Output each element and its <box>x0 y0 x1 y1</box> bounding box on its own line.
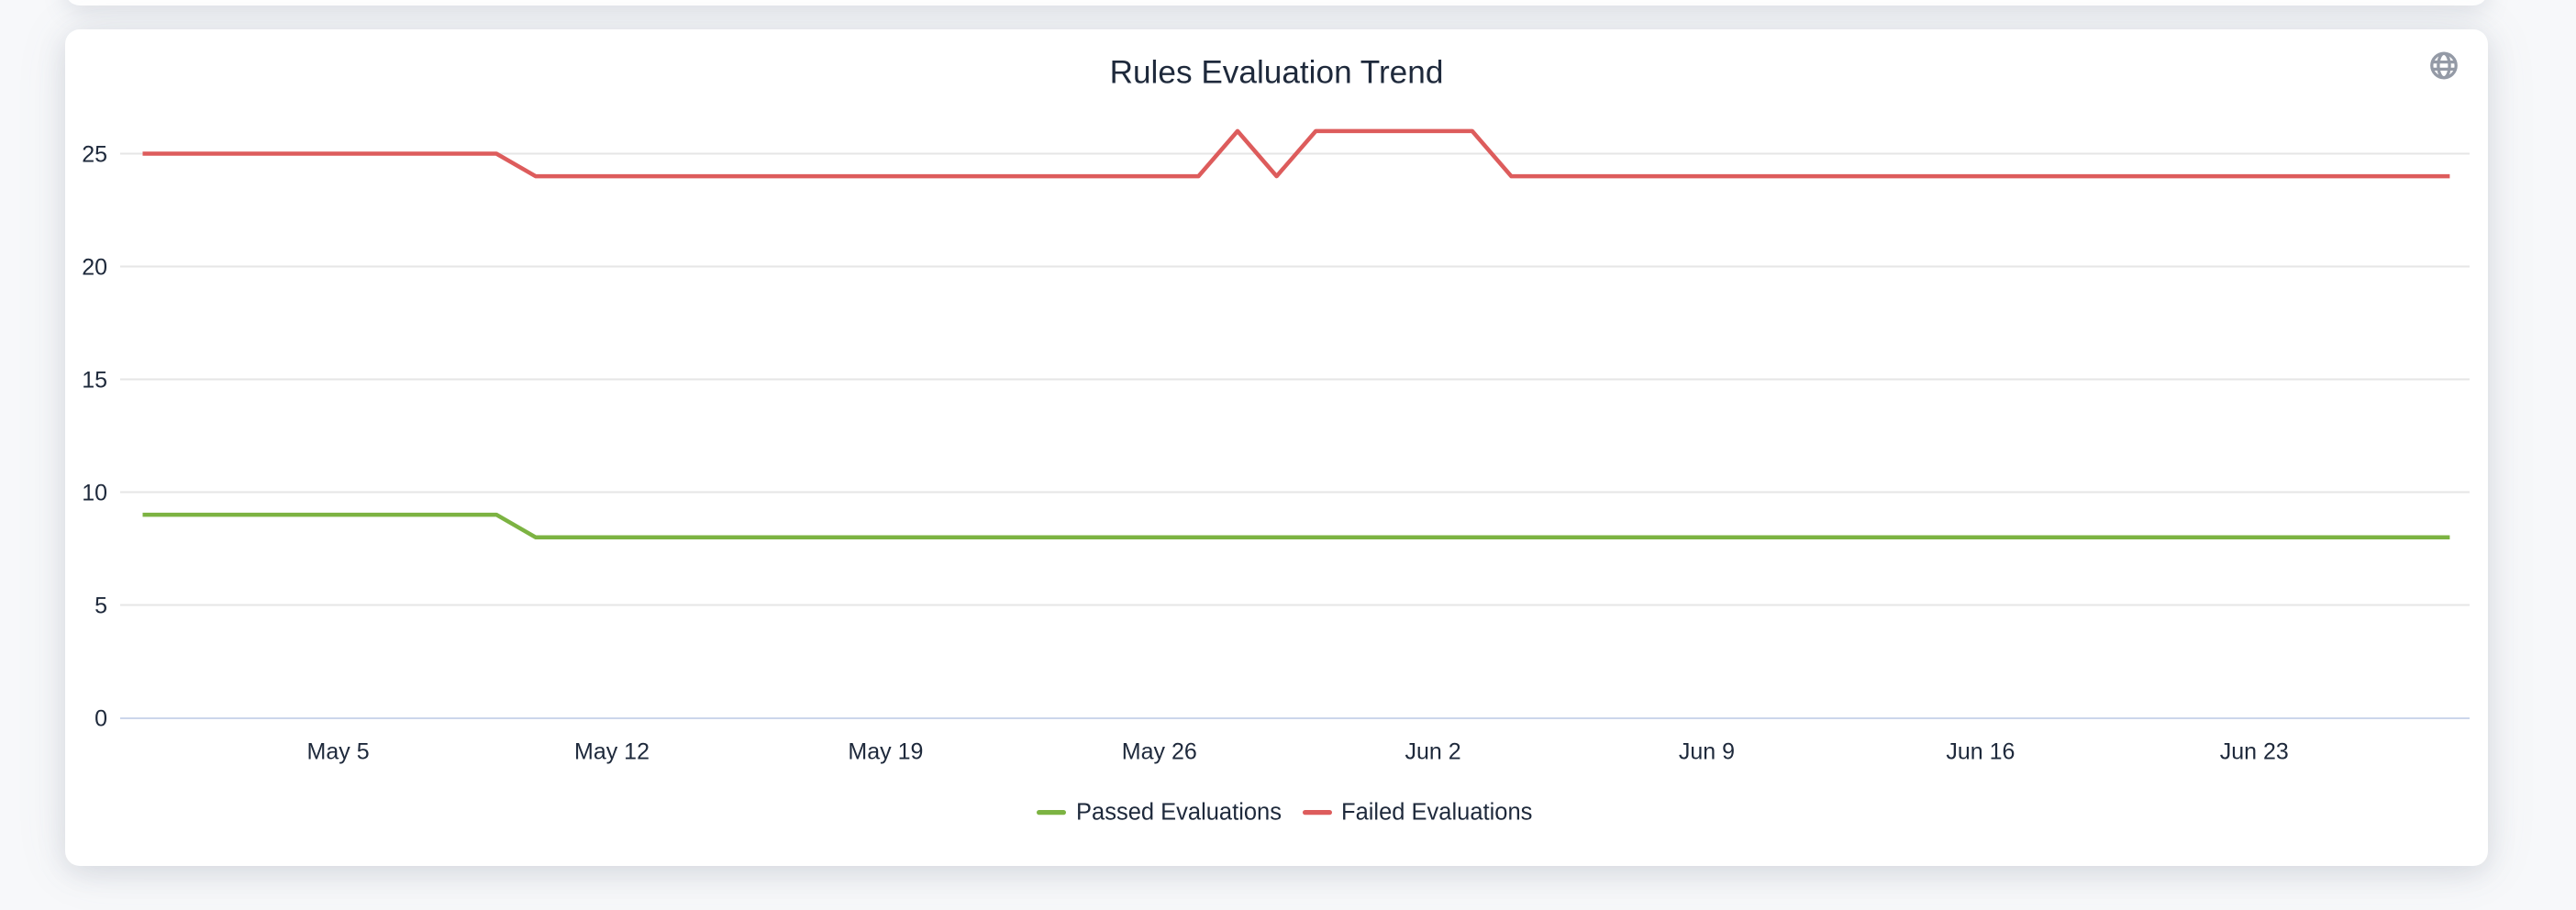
svg-text:May 12: May 12 <box>574 739 650 765</box>
svg-text:Passed Evaluations: Passed Evaluations <box>1076 800 1282 826</box>
svg-text:Failed Evaluations: Failed Evaluations <box>1341 800 1532 826</box>
svg-text:Jun 9: Jun 9 <box>1679 739 1735 765</box>
svg-text:Jun 23: Jun 23 <box>2220 739 2289 765</box>
svg-text:May 26: May 26 <box>1122 739 1197 765</box>
svg-text:25: 25 <box>82 142 107 168</box>
svg-text:15: 15 <box>82 368 107 394</box>
svg-text:10: 10 <box>82 481 107 506</box>
svg-text:Jun 2: Jun 2 <box>1405 739 1461 765</box>
svg-text:Rules Evaluation Trend: Rules Evaluation Trend <box>1110 55 1444 91</box>
svg-text:May 19: May 19 <box>848 739 923 765</box>
svg-text:20: 20 <box>82 255 107 281</box>
svg-text:Jun 16: Jun 16 <box>1946 739 2015 765</box>
svg-text:5: 5 <box>94 594 107 619</box>
svg-text:0: 0 <box>94 706 107 732</box>
svg-text:May 5: May 5 <box>307 739 370 765</box>
